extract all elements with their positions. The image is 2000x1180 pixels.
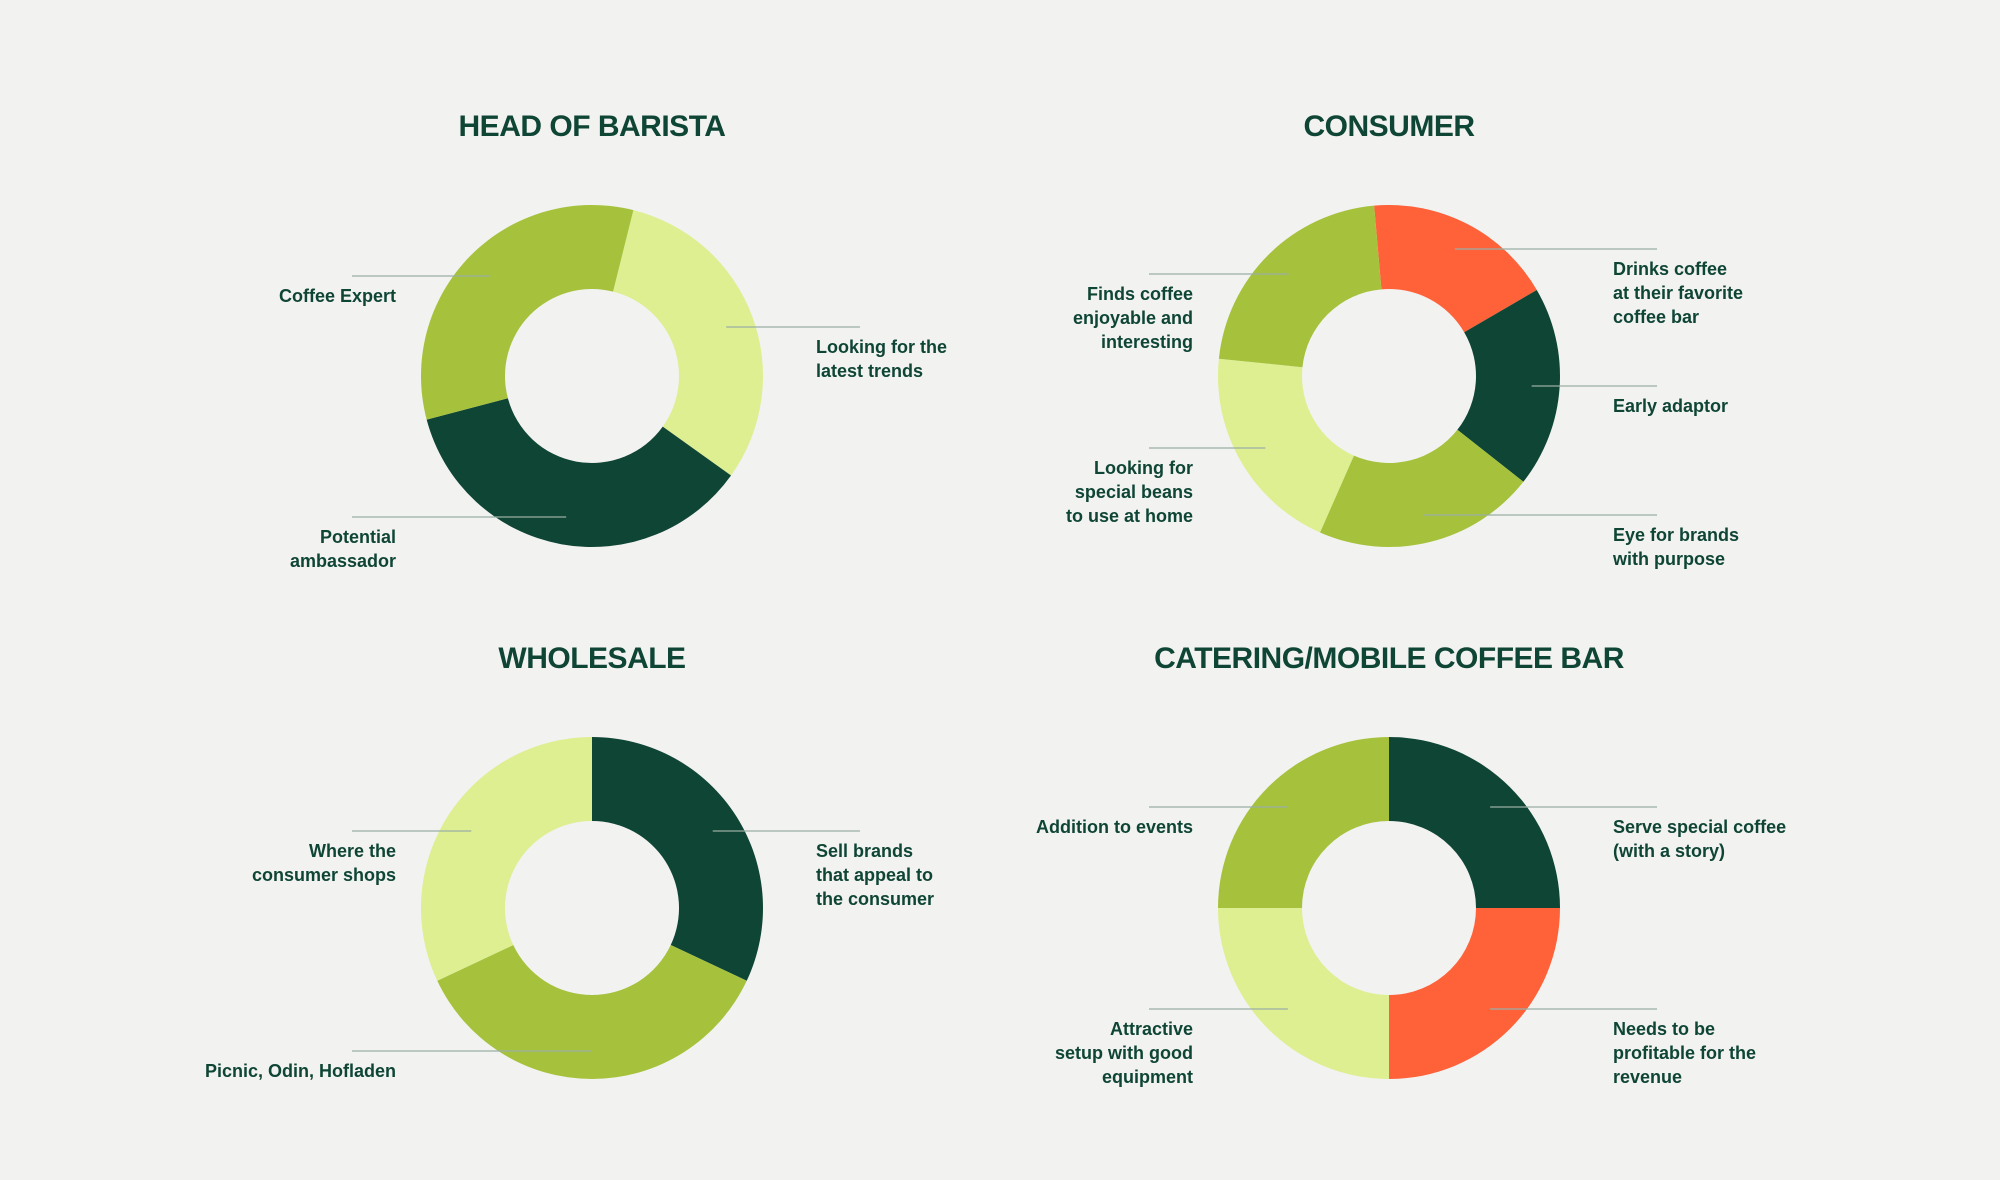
donut-slice bbox=[437, 945, 747, 1079]
donut-slice bbox=[1218, 737, 1389, 908]
slice-label: Where the consumer shops bbox=[251, 841, 396, 885]
slice-label: Attractive setup with good equipment bbox=[1055, 1019, 1193, 1087]
slice-label: Looking for special beans to use at home bbox=[1065, 458, 1193, 526]
slice-label: Potential ambassador bbox=[289, 527, 396, 571]
chart-panel-catering: CATERING/MOBILE COFFEE BAR Serve special… bbox=[889, 532, 1889, 1092]
slice-label: Eye for brands with purpose bbox=[1613, 525, 1740, 569]
donut-chart bbox=[1149, 205, 1657, 548]
chart-title: WHOLESALE bbox=[498, 642, 686, 675]
donut-slice bbox=[592, 737, 763, 981]
chart-panel-head-of-barista: HEAD OF BARISTA Looking for the latest t… bbox=[92, 0, 1092, 571]
donut-chart bbox=[352, 737, 860, 1079]
donut-slice bbox=[1374, 205, 1537, 333]
donut-slice bbox=[426, 398, 732, 547]
donut-slice bbox=[1389, 908, 1560, 1079]
slice-label: Coffee Expert bbox=[278, 286, 396, 306]
slice-label: Needs to be profitable for the revenue bbox=[1613, 1019, 1756, 1087]
slice-label: Drinks coffee at their favorite coffee b… bbox=[1613, 259, 1744, 327]
donut-slice bbox=[420, 737, 592, 981]
donut-slice bbox=[1218, 358, 1354, 533]
donut-chart bbox=[352, 205, 860, 547]
donut-slice bbox=[1218, 205, 1382, 368]
donut-slice bbox=[421, 205, 634, 420]
slice-label: Early adaptor bbox=[1613, 396, 1729, 416]
donut-slice bbox=[1389, 737, 1560, 908]
slice-label: Looking for the latest trends bbox=[816, 337, 947, 381]
chart-panel-wholesale: WHOLESALE Sell brands that appeal to the… bbox=[92, 532, 1092, 1092]
donut-slice bbox=[1457, 289, 1560, 482]
slice-label: Serve special coffee (with a story) bbox=[1613, 817, 1787, 861]
slice-label: Finds coffee enjoyable and interesting bbox=[1072, 284, 1193, 352]
slice-label: Picnic, Odin, Hofladen bbox=[204, 1061, 396, 1081]
chart-panel-consumer: CONSUMER Drinks coffee at their favorite… bbox=[889, 0, 1889, 569]
chart-title: HEAD OF BARISTA bbox=[458, 110, 726, 143]
donut-slice bbox=[613, 210, 763, 476]
slice-label: Addition to events bbox=[1036, 817, 1193, 837]
slice-label: Sell brands that appeal to the consumer bbox=[816, 841, 935, 909]
chart-title: CONSUMER bbox=[1303, 110, 1475, 143]
donut-chart bbox=[1149, 737, 1657, 1079]
donut-slice bbox=[1319, 429, 1524, 548]
chart-title: CATERING/MOBILE COFFEE BAR bbox=[1154, 642, 1624, 675]
donut-slice bbox=[1218, 908, 1389, 1079]
